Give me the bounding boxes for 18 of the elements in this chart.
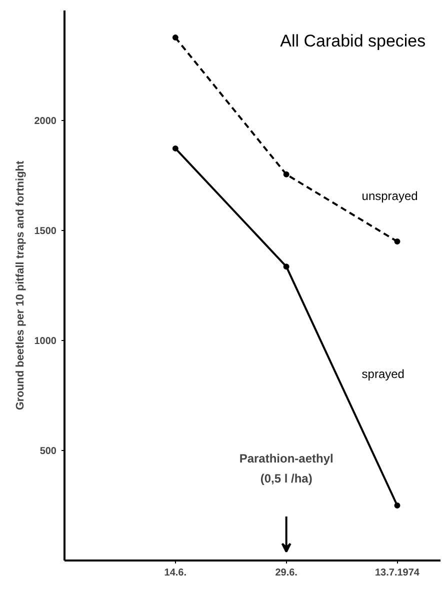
point bbox=[394, 238, 400, 244]
y-tick-label: 500 bbox=[40, 446, 57, 457]
point bbox=[394, 502, 400, 508]
x-tick-label: 14.6. bbox=[164, 568, 187, 578]
y-tick-label: 1500 bbox=[34, 226, 57, 237]
point bbox=[172, 34, 178, 41]
point bbox=[172, 145, 178, 152]
x-tick-label: 29.6. bbox=[275, 568, 298, 578]
series-label: unsprayed bbox=[362, 188, 418, 203]
point bbox=[283, 264, 290, 270]
point bbox=[283, 171, 290, 178]
y-axis-title: Ground beetles per 10 pitfall traps and fortnight bbox=[14, 160, 26, 410]
y-tick-label: 1000 bbox=[34, 336, 57, 347]
text: All Carabid species bbox=[280, 32, 426, 50]
series-label: sprayed bbox=[362, 367, 404, 382]
x-tick-label: 13.7.1974 bbox=[375, 568, 420, 578]
y-tick-label: 2000 bbox=[34, 116, 57, 127]
annotation: Parathion-aethyl (0,5 l /ha) bbox=[239, 452, 334, 486]
